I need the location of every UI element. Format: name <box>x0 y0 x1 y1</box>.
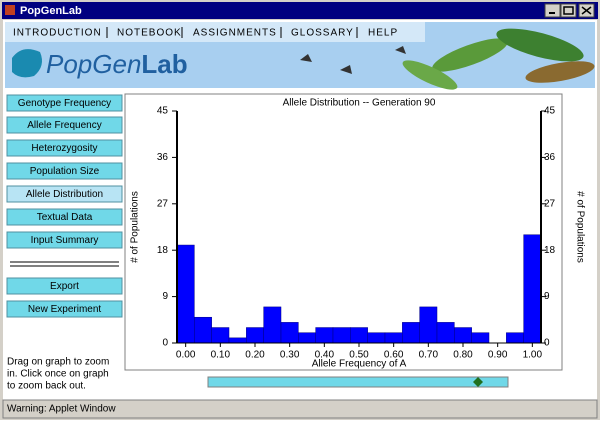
menu-item[interactable]: INTRODUCTION <box>13 28 102 39</box>
bar <box>332 327 351 344</box>
button-label[interactable]: New Experiment <box>28 304 102 315</box>
bar <box>315 327 334 344</box>
menu-separators <box>106 27 358 38</box>
y2-tick-label: 45 <box>544 106 556 117</box>
status-text: Warning: Applet Window <box>7 404 116 415</box>
logo-text: PopGenLab <box>46 49 188 79</box>
bar <box>506 332 524 344</box>
button-label[interactable]: Allele Distribution <box>26 189 103 200</box>
button-label[interactable]: Genotype Frequency <box>18 98 111 109</box>
x-tick-label: 0.20 <box>245 350 265 361</box>
icon <box>581 6 592 15</box>
menu-item[interactable]: HELP <box>368 28 398 39</box>
y-tick-label: 36 <box>157 152 169 163</box>
menu-item[interactable]: NOTEBOOK <box>117 28 182 39</box>
y-tick-label: 18 <box>157 245 169 256</box>
branch <box>525 61 595 83</box>
chart-title: Allele Distribution -- Generation 90 <box>283 98 436 109</box>
minimize[interactable] <box>544 3 561 18</box>
menu-bar <box>5 22 425 42</box>
button[interactable] <box>6 139 123 157</box>
x-tick-label: 0.70 <box>419 350 439 361</box>
y2-tick-label: 36 <box>544 152 556 163</box>
menu-item[interactable]: ASSIGNMENTS <box>193 28 277 39</box>
button[interactable] <box>6 231 123 249</box>
button[interactable] <box>6 300 123 318</box>
y-tick-label: 0 <box>162 338 168 349</box>
x-axis-label: Allele Frequency of A <box>312 359 407 370</box>
bar <box>298 332 316 344</box>
bar <box>246 327 264 344</box>
x-tick-label: 0.60 <box>384 350 404 361</box>
bar <box>402 322 420 344</box>
icon <box>563 6 574 15</box>
y2-tick-label: 9 <box>544 291 550 302</box>
menu-item[interactable]: GLOSSARY <box>291 28 354 39</box>
slider-thumb[interactable] <box>473 377 483 387</box>
y-axis-label: # of Populations <box>130 191 141 263</box>
status-bar <box>2 399 598 419</box>
bar <box>263 306 282 344</box>
leaf <box>402 60 458 90</box>
hint: Drag on graph to zoom <box>7 357 109 368</box>
y2-tick-label: 18 <box>544 245 556 256</box>
bar <box>350 327 368 344</box>
bar <box>454 327 472 344</box>
x-tick-label: 0.90 <box>488 350 508 361</box>
x-tick-label: 1.00 <box>523 350 543 361</box>
bar <box>176 244 195 344</box>
app-icon <box>5 5 15 15</box>
button-label[interactable]: Allele Frequency <box>27 120 101 131</box>
button[interactable] <box>6 116 123 134</box>
x-tick-label: 0.30 <box>280 350 300 361</box>
button[interactable] <box>6 277 123 295</box>
y-tick-label: 45 <box>157 106 169 117</box>
bar <box>280 322 299 344</box>
button[interactable] <box>6 94 123 112</box>
button[interactable] <box>6 185 123 203</box>
x-tick-label: 0.80 <box>453 350 473 361</box>
button-label[interactable]: Heterozygosity <box>31 143 97 154</box>
bar <box>367 332 386 344</box>
x-tick-label: 0.10 <box>211 350 231 361</box>
bar <box>228 337 247 344</box>
decor <box>300 28 595 90</box>
button-label[interactable]: Export <box>50 281 79 292</box>
hint: in. Click once on graph <box>7 369 109 380</box>
window-title: PopGenLab <box>20 5 82 17</box>
leaf <box>496 28 584 62</box>
bar <box>471 332 490 344</box>
bar <box>523 234 542 344</box>
button[interactable] <box>6 162 123 180</box>
bar <box>384 332 403 344</box>
button[interactable] <box>6 208 123 226</box>
logo-icon <box>12 49 42 78</box>
x-tick-label: 0.00 <box>176 350 196 361</box>
button-label[interactable]: Textual Data <box>37 212 93 223</box>
y2-tick-label: 27 <box>544 198 556 209</box>
button-label[interactable]: Input Summary <box>31 235 99 246</box>
y-tick-label: 9 <box>162 291 168 302</box>
x-tick-label: 0.50 <box>349 350 369 361</box>
bar <box>211 327 230 344</box>
bar <box>436 322 455 344</box>
x-tick-label: 0.40 <box>315 350 335 361</box>
y2-tick-label: 0 <box>544 338 550 349</box>
window-controls <box>544 3 595 18</box>
hint: to zoom back out. <box>7 381 86 392</box>
bar <box>419 306 438 344</box>
button-label[interactable]: Population Size <box>30 166 100 177</box>
slider-track[interactable] <box>207 376 509 388</box>
y-tick-label: 27 <box>157 198 169 209</box>
leaf <box>432 38 508 72</box>
y2-axis-label: # of Populations <box>574 191 585 263</box>
title-bar <box>2 2 598 19</box>
bar <box>194 316 212 344</box>
